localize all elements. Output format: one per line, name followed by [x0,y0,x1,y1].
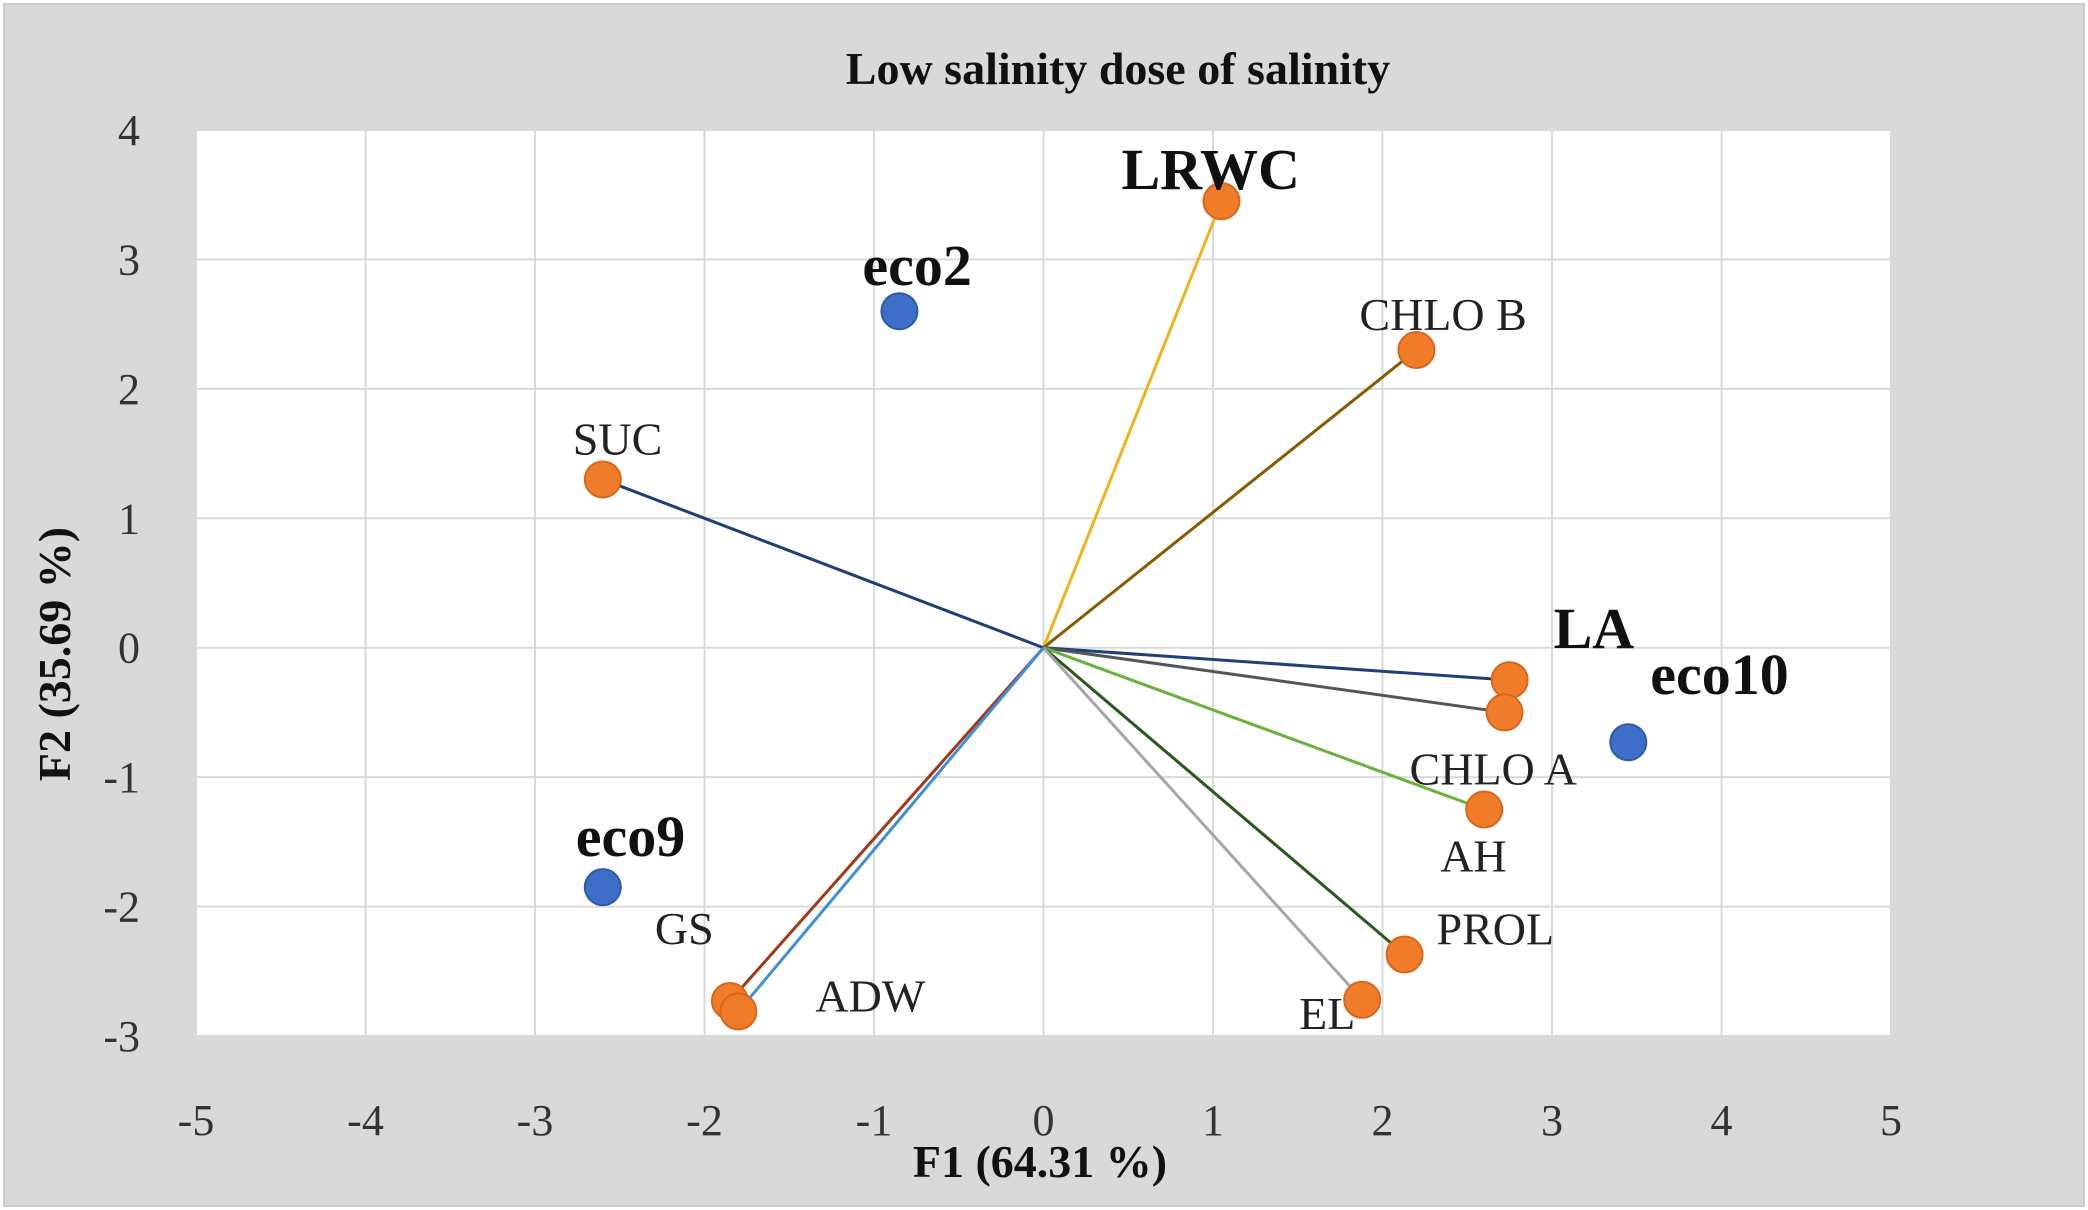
vector-lrwc [1042,200,1223,649]
y-tick-label: 3 [118,235,140,284]
observation-point-eco9 [583,868,622,907]
variable-point-prol [1385,935,1424,974]
y-tick-label: 0 [118,624,140,673]
x-tick-label: -5 [178,1096,215,1145]
variable-label-el: EL [1299,988,1355,1039]
observation-point-eco2 [880,292,919,331]
x-tick-label: -1 [856,1096,893,1145]
vector-ah [1042,646,1485,811]
vector-la [1043,646,1510,682]
variable-label-gs: GS [655,903,714,954]
variable-label-adw: ADW [815,970,925,1021]
tick-labels: -5 -4 -3 -2 -1 0 1 2 3 4 5 -3 -2 -1 0 1 2 3 4 [103,106,1902,1145]
x-tick-label: 2 [1372,1096,1394,1145]
y-axis-title: F2 (35.69 %) [29,527,80,781]
y-tick-label: 2 [118,365,140,414]
y-tick-label: 4 [118,106,140,155]
x-tick-label: 0 [1033,1096,1055,1145]
vector-prol [1042,646,1406,956]
y-tick-label: -3 [103,1012,140,1061]
y-tick-label: -2 [103,883,140,932]
observation-label-eco10: eco10 [1650,642,1789,707]
variable-label-ah: AH [1440,831,1506,882]
variable-point-adw [719,992,758,1031]
variable-point-el [1343,980,1382,1019]
y-tick-label: 1 [118,494,140,543]
variable-point-lrwc [1202,182,1241,221]
data-points [583,182,1648,1031]
variable-point-chlo-a [1485,693,1524,732]
variable-label-suc: SUC [573,413,662,464]
chart-title: Low salinity dose of salinity [846,43,1390,94]
vector-suc [602,478,1045,650]
x-axis-title: F1 (64.31 %) [913,1136,1167,1187]
variable-point-ah [1465,790,1504,829]
vector-gs [728,646,1045,1003]
x-tick-label: -2 [686,1096,723,1145]
variable-point-la [1490,661,1529,700]
variable-label-la: LA [1554,596,1635,661]
y-tick-label: -1 [103,753,140,802]
x-tick-label: 5 [1880,1096,1902,1145]
x-tick-label: 1 [1202,1096,1224,1145]
observation-point-eco10 [1609,723,1648,762]
vector-chlo-a [1043,646,1505,714]
x-tick-label: -3 [517,1096,554,1145]
variable-label-chlo-a: CHLO A [1410,743,1577,794]
observation-label-eco2: eco2 [862,233,972,298]
point-labels: LRWC CHLO B SUC LA CHLO A AH PROL EL GS ADW eco2 ec… [573,137,1789,1039]
variable-point-suc [583,460,622,499]
variable-label-chlo-b: CHLO B [1359,289,1526,340]
variable-vectors [602,200,1510,1013]
observation-label-eco9: eco9 [576,804,686,869]
x-tick-label: -4 [347,1096,384,1145]
x-tick-label: 4 [1711,1096,1733,1145]
variable-label-prol: PROL [1437,903,1555,954]
variable-point-chlo-b [1397,331,1436,370]
x-tick-label: 3 [1541,1096,1563,1145]
vector-chlo-b [1042,348,1418,649]
variable-label-lrwc: LRWC [1121,137,1299,202]
vector-adw [737,646,1045,1013]
vector-el [1042,646,1364,1001]
